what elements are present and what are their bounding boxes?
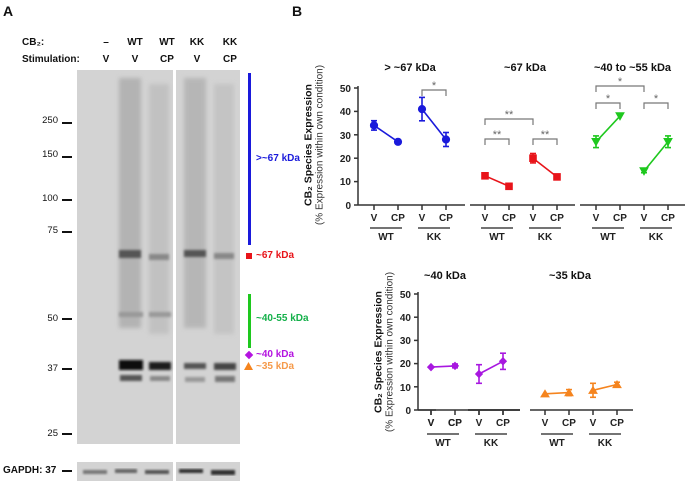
svg-text:V: V <box>371 213 378 224</box>
svg-text:0: 0 <box>345 201 351 212</box>
chart-title-gt67: > ~67 kDa <box>384 62 436 74</box>
svg-text:CP: CP <box>562 418 576 429</box>
svg-text:V: V <box>476 418 483 429</box>
western-blot <box>77 70 240 444</box>
lane-5-cb2: KK <box>222 37 238 48</box>
svg-text:30: 30 <box>400 336 412 347</box>
svg-text:WT: WT <box>489 232 505 243</box>
species-label-67: ~67 kDa <box>256 250 295 261</box>
species-label-gt67: >~67 kDa <box>256 153 300 164</box>
svg-text:KK: KK <box>427 232 442 243</box>
species-label-35: ~35 kDa <box>256 361 295 372</box>
svg-text:**: ** <box>541 129 550 141</box>
svg-text:20: 20 <box>400 359 412 370</box>
svg-text:10: 10 <box>400 383 412 394</box>
svg-text:10: 10 <box>340 177 352 188</box>
stimulation-row-label: Stimulation: <box>22 54 80 65</box>
svg-text:40: 40 <box>400 313 412 324</box>
svg-text:*: * <box>606 93 611 105</box>
svg-text:CP: CP <box>448 418 462 429</box>
mw-150: 150 <box>42 149 58 160</box>
mw-25: 25 <box>47 428 58 439</box>
svg-text:CP: CP <box>502 213 516 224</box>
svg-text:30: 30 <box>340 131 352 142</box>
svg-text:WT: WT <box>435 438 451 449</box>
svg-text:V: V <box>419 213 426 224</box>
svg-text:50: 50 <box>400 290 412 301</box>
panel-a-letter: A <box>3 3 14 19</box>
svg-text:V: V <box>428 418 435 429</box>
svg-text:V: V <box>542 418 549 429</box>
triangle-marker-icon <box>244 362 253 370</box>
svg-text:KK: KK <box>598 438 613 449</box>
svg-text:CP: CP <box>550 213 564 224</box>
svg-text:KK: KK <box>538 232 553 243</box>
svg-text:CP: CP <box>496 418 510 429</box>
mw-tick-marks <box>62 122 72 472</box>
chart-title-67: ~67 kDa <box>504 62 546 74</box>
svg-text:**: ** <box>493 129 502 141</box>
svg-text:CP: CP <box>661 213 675 224</box>
svg-text:WT: WT <box>378 232 394 243</box>
gapdh-label: GAPDH: 37 <box>3 465 57 476</box>
svg-text:*: * <box>432 80 437 92</box>
mw-250: 250 <box>42 115 58 126</box>
svg-text:V: V <box>428 418 435 429</box>
lane-2-stim: V <box>131 54 139 65</box>
svg-text:V: V <box>593 213 600 224</box>
svg-text:50: 50 <box>340 84 352 95</box>
mw-100: 100 <box>42 193 58 204</box>
svg-text:CP: CP <box>391 213 405 224</box>
lane-1-cb2: – <box>103 37 109 48</box>
mw-37: 37 <box>47 363 58 374</box>
svg-text:V: V <box>482 213 489 224</box>
svg-text:**: ** <box>505 109 514 121</box>
lane-3-stim: CP <box>160 54 174 65</box>
lane-5-stim: CP <box>223 54 237 65</box>
svg-text:CP: CP <box>610 418 624 429</box>
svg-text:40: 40 <box>340 107 352 118</box>
chart-title-35: ~35 kDa <box>549 270 591 282</box>
svg-text:V: V <box>530 213 537 224</box>
lane-4-cb2: KK <box>189 37 205 48</box>
lane-4-stim: V <box>193 54 201 65</box>
lane-2-cb2: WT <box>127 37 143 48</box>
svg-text:CP: CP <box>439 213 453 224</box>
svg-text:20: 20 <box>340 154 352 165</box>
svg-text:KK: KK <box>649 232 664 243</box>
mw-50: 50 <box>47 313 58 324</box>
species-label-40-55: ~40-55 kDa <box>256 313 309 324</box>
svg-text:WT: WT <box>600 232 616 243</box>
svg-text:0: 0 <box>405 406 411 417</box>
chart-title-40-55: ~40 to ~55 kDa <box>593 62 672 74</box>
svg-text:CP: CP <box>613 213 627 224</box>
cb2-row-label: CB₂: <box>22 37 45 48</box>
svg-text:WT: WT <box>549 438 565 449</box>
square-marker-icon <box>246 253 252 259</box>
species-label-40: ~40 kDa <box>256 349 295 360</box>
svg-text:*: * <box>618 76 623 88</box>
species-bar-gt67 <box>248 73 251 245</box>
svg-text:V: V <box>590 418 597 429</box>
svg-text:*: * <box>654 93 659 105</box>
gapdh-blot <box>77 462 240 481</box>
lane-1-stim: V <box>102 54 110 65</box>
svg-text:V: V <box>641 213 648 224</box>
species-bar-40-55 <box>248 294 251 348</box>
panel-b-letter: B <box>292 3 303 19</box>
lane-3-cb2: WT <box>159 37 175 48</box>
chart-title-40: ~40 kDa <box>424 270 466 282</box>
svg-text:CP: CP <box>448 418 462 429</box>
mw-75: 75 <box>47 225 58 236</box>
svg-text:KK: KK <box>484 438 499 449</box>
